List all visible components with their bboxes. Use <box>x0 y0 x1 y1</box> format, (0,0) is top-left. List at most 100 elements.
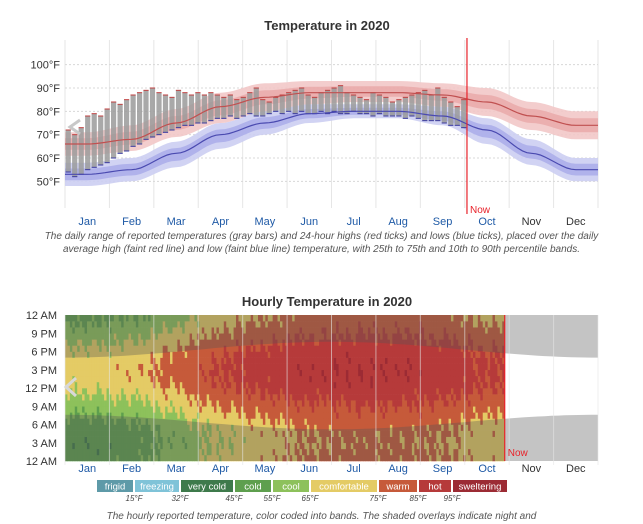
heat-cell <box>65 363 68 371</box>
heat-cell <box>433 394 437 401</box>
heat-cell <box>497 351 501 358</box>
heat-cell <box>177 454 181 462</box>
heat-cell <box>341 454 344 462</box>
heat-cell <box>82 436 85 444</box>
heat-cell <box>267 394 271 401</box>
heat-cell <box>140 369 144 377</box>
heat-cell <box>140 436 144 444</box>
heat-cell <box>448 394 452 401</box>
heat-cell <box>289 406 293 413</box>
heat-cell <box>89 381 93 389</box>
heat-cell <box>265 339 269 346</box>
heat-cell <box>438 442 442 450</box>
heat-cell <box>170 333 173 340</box>
heat-cell <box>99 412 103 419</box>
heat-cell <box>382 315 386 322</box>
heat-cell <box>480 442 484 450</box>
heat-cell <box>367 315 371 322</box>
heat-cell <box>438 339 442 346</box>
heat-cell <box>470 442 474 450</box>
heat-cell <box>140 400 144 407</box>
heat-cell <box>79 442 83 450</box>
heat-cell <box>113 412 117 419</box>
heat-cell <box>121 369 125 377</box>
heat-cell <box>321 430 325 437</box>
heat-cell <box>499 388 503 395</box>
heat-cell <box>231 321 234 328</box>
heat-cell <box>360 345 364 352</box>
heat-cell <box>113 363 117 371</box>
heat-cell <box>91 394 95 401</box>
heat-cell <box>99 357 103 364</box>
heat-cell <box>492 400 496 407</box>
heat-cell <box>245 406 249 413</box>
heat-cell <box>89 321 93 328</box>
heat-cell <box>99 345 103 352</box>
heat-cell <box>436 357 440 364</box>
heat-cell <box>336 321 339 328</box>
heat-cell <box>170 442 173 450</box>
heat-cell <box>453 327 457 334</box>
heat-cell <box>421 424 425 431</box>
heat-cell <box>172 388 176 395</box>
heat-cell <box>443 412 447 419</box>
heat-cell <box>365 454 369 462</box>
heat-cell <box>360 339 364 346</box>
heat-cell <box>458 381 462 389</box>
heat-cell <box>99 333 103 340</box>
heat-cell <box>424 388 427 395</box>
heat-cell <box>301 375 305 383</box>
heat-cell <box>65 321 68 328</box>
heat-cell <box>360 363 364 371</box>
heat-cell <box>443 442 447 450</box>
heat-cell <box>94 388 98 395</box>
heat-cell <box>194 333 198 340</box>
heat-cell <box>348 412 352 419</box>
heat-cell <box>338 357 342 364</box>
heat-cell <box>326 406 330 413</box>
heat-cell <box>353 436 357 444</box>
heat-cell <box>494 369 498 377</box>
heat-cell <box>201 339 205 346</box>
heat-cell <box>221 381 225 389</box>
heat-cell <box>372 394 376 401</box>
heat-cell <box>345 375 349 383</box>
heat-cell <box>301 369 305 377</box>
heat-cell <box>128 388 132 395</box>
heat-cell <box>275 333 278 340</box>
heat-cell <box>128 394 132 401</box>
heat-cell <box>328 345 332 352</box>
heat-cell <box>231 381 234 389</box>
heat-cell <box>277 412 281 419</box>
heat-cell <box>309 448 313 456</box>
heat-cell <box>184 339 188 346</box>
heat-cell <box>140 351 144 358</box>
heat-cell <box>438 351 442 358</box>
heat-cell <box>392 412 396 419</box>
legend-label: warm <box>385 482 409 493</box>
heat-cell <box>375 333 379 340</box>
heat-cell <box>345 339 349 346</box>
heat-cell <box>306 327 310 334</box>
heat-cell <box>331 327 335 334</box>
heat-cell <box>392 430 396 437</box>
heat-cell <box>145 394 149 401</box>
heat-cell <box>89 424 93 431</box>
heat-cell <box>341 412 344 419</box>
heat-cell <box>250 363 254 371</box>
heat-cell <box>199 424 203 431</box>
heat-cell <box>182 369 186 377</box>
heat-cell <box>389 357 393 364</box>
heat-cell <box>182 418 186 425</box>
heat-cell <box>306 375 310 383</box>
heat-cell <box>341 424 344 431</box>
heat-cell <box>277 321 281 328</box>
heat-cell <box>179 327 183 334</box>
chevron-left-icon[interactable] <box>63 376 78 398</box>
heat-cell <box>113 448 117 456</box>
chevron-left-icon[interactable] <box>67 118 81 136</box>
heat-cell <box>257 442 261 450</box>
heat-cell <box>472 388 476 395</box>
heat-cell <box>328 442 332 450</box>
heat-cell <box>257 436 261 444</box>
